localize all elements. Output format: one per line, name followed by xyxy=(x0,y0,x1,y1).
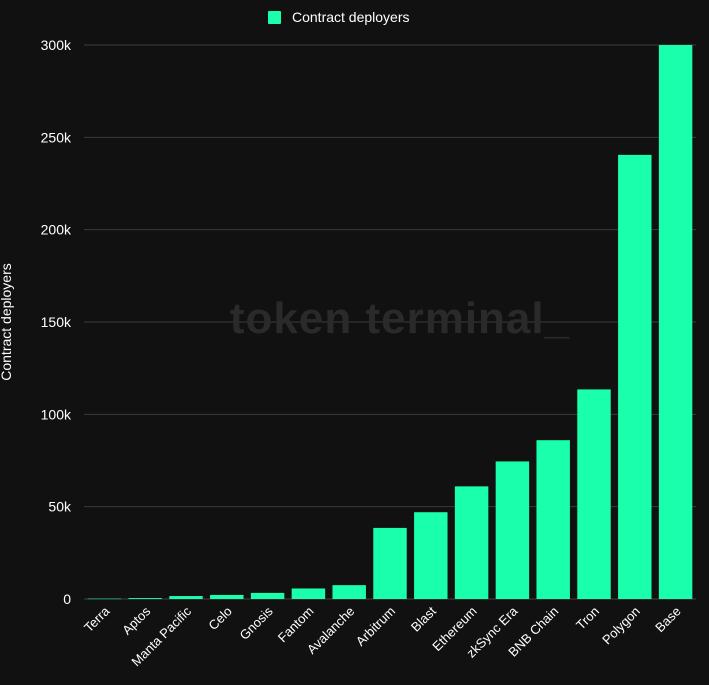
bar-bnb-chain[interactable] xyxy=(536,440,570,599)
bar-avalanche[interactable] xyxy=(332,585,366,599)
y-tick-label: 150k xyxy=(41,314,72,330)
bar-gnosis[interactable] xyxy=(250,592,285,599)
x-tick-label: Tron xyxy=(573,604,602,633)
bar-base[interactable] xyxy=(658,45,693,599)
y-tick-label: 250k xyxy=(41,129,72,145)
y-axis-title: Contract deployers xyxy=(0,263,14,381)
x-tick-label: Aptos xyxy=(119,603,153,637)
bar-aptos[interactable] xyxy=(128,598,162,599)
x-tick-label: Polygon xyxy=(599,604,643,648)
bar-polygon[interactable] xyxy=(618,154,652,600)
y-axis-ticks: 0 50k 100k 150k 200k 250k 300k xyxy=(41,37,72,607)
bar-tron[interactable] xyxy=(577,389,611,599)
x-tick-label: Arbitrum xyxy=(353,604,398,649)
y-tick-label: 200k xyxy=(41,222,72,238)
bars xyxy=(87,45,693,600)
x-tick-label: Celo xyxy=(205,604,235,634)
y-tick-label: 0 xyxy=(63,591,71,607)
legend[interactable]: Contract deployers xyxy=(268,9,410,25)
bar-manta-pacific[interactable] xyxy=(169,596,203,599)
bar-zksync-era[interactable] xyxy=(495,461,530,599)
watermark-text: token terminal_ xyxy=(230,294,570,343)
bar-blast[interactable] xyxy=(414,512,448,599)
bar-fantom[interactable] xyxy=(291,588,326,599)
y-tick-label: 50k xyxy=(48,499,72,515)
bar-terra[interactable] xyxy=(87,598,122,600)
x-tick-label: Base xyxy=(652,604,684,636)
grid-lines xyxy=(84,44,696,600)
y-tick-label: 300k xyxy=(41,37,72,53)
x-tick-label: Terra xyxy=(81,603,113,635)
legend-swatch xyxy=(268,11,281,24)
bar-celo[interactable] xyxy=(210,594,244,599)
bar-arbitrum[interactable] xyxy=(373,527,407,599)
y-tick-label: 100k xyxy=(41,406,72,422)
x-tick-label: Blast xyxy=(408,603,439,634)
x-tick-label: Gnosis xyxy=(236,603,276,643)
bar-ethereum[interactable] xyxy=(454,486,489,599)
legend-label: Contract deployers xyxy=(292,9,410,25)
